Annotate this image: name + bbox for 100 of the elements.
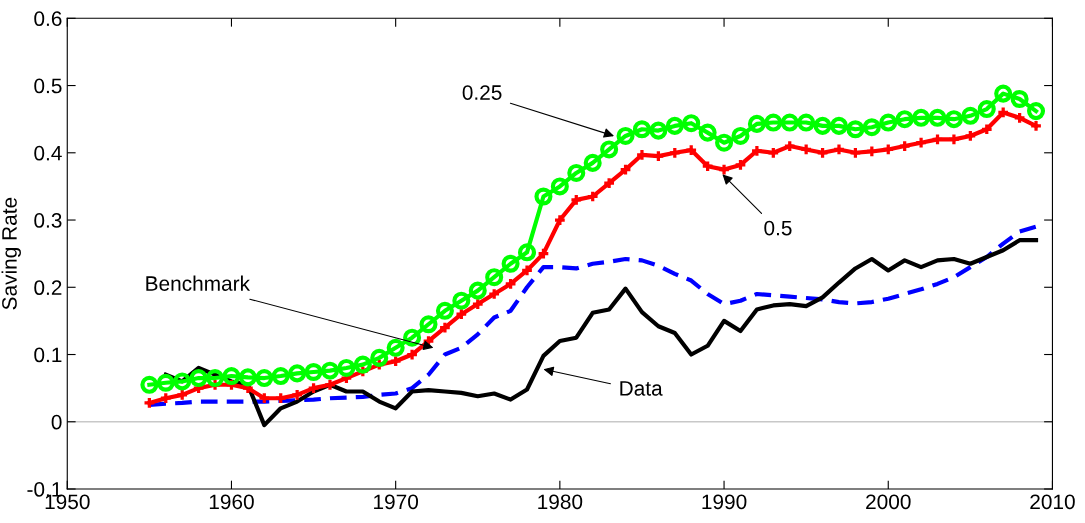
point: [407, 349, 417, 360]
point: [961, 106, 980, 125]
point: [719, 164, 729, 175]
point: [160, 393, 171, 404]
point: [686, 145, 697, 155]
point: [866, 146, 877, 157]
point: [899, 141, 910, 151]
point: [320, 361, 340, 380]
point: [271, 367, 290, 386]
point: [912, 108, 931, 127]
point: [698, 123, 717, 142]
point: [156, 373, 175, 392]
point: [403, 328, 422, 347]
point: [797, 113, 816, 132]
point: [813, 116, 832, 135]
point: [472, 299, 483, 309]
point: [780, 113, 799, 132]
point: [632, 120, 651, 139]
point: [637, 149, 647, 160]
point: [140, 375, 159, 394]
point: [784, 141, 795, 151]
point: [895, 110, 914, 129]
point: [288, 364, 307, 383]
point: [550, 177, 569, 196]
point: [468, 281, 487, 300]
point: [649, 121, 668, 140]
point: [275, 393, 286, 404]
point: [616, 126, 635, 146]
x-tick-label: 2000: [866, 494, 911, 510]
point: [850, 147, 861, 158]
point: [879, 113, 898, 132]
point: [764, 113, 783, 132]
point: [604, 178, 614, 188]
point: [862, 118, 881, 137]
x-tick-label: 1960: [209, 494, 254, 510]
point: [1010, 89, 1029, 109]
point: [653, 151, 664, 162]
point: [801, 144, 812, 155]
y-tick-label: 0.4: [34, 145, 62, 161]
point: [665, 116, 684, 135]
point: [669, 147, 680, 158]
y-tick-label: 0.2: [34, 280, 62, 296]
point: [259, 393, 270, 404]
point: [370, 348, 389, 367]
point: [932, 134, 943, 145]
point: [965, 131, 976, 141]
point: [456, 309, 467, 320]
point: [177, 390, 188, 400]
point: [173, 372, 192, 391]
point: [222, 367, 241, 386]
point: [522, 265, 532, 276]
point: [538, 248, 549, 259]
point: [682, 114, 701, 133]
y-tick-label: 0.5: [34, 78, 62, 94]
point: [353, 355, 372, 374]
point: [308, 383, 319, 393]
point: [834, 144, 844, 155]
point: [702, 161, 713, 172]
point: [501, 254, 520, 273]
point: [949, 134, 959, 145]
y-tick-label: 0: [51, 414, 62, 430]
point: [944, 110, 963, 129]
point: [768, 147, 779, 158]
point: [390, 356, 401, 367]
point: [534, 187, 553, 206]
point: [846, 120, 865, 139]
point: [752, 145, 762, 156]
point: [715, 133, 734, 152]
point: [600, 140, 619, 159]
point: [817, 147, 828, 158]
point: [829, 116, 849, 135]
point: [571, 195, 582, 205]
point: [916, 137, 926, 148]
point: [440, 322, 450, 333]
point: [337, 358, 356, 377]
annotation: Benchmark: [146, 275, 251, 291]
point: [998, 107, 1009, 118]
point: [883, 144, 894, 155]
point: [994, 84, 1013, 103]
point: [304, 362, 323, 382]
point: [517, 243, 537, 262]
x-tick-label: 1990: [702, 494, 747, 510]
point: [238, 368, 257, 387]
x-tick-label: 1970: [374, 494, 419, 510]
point: [1031, 121, 1041, 131]
point: [435, 301, 454, 320]
point: [292, 390, 303, 400]
point: [747, 114, 766, 133]
point: [735, 160, 746, 170]
point: [144, 398, 155, 408]
point: [928, 108, 947, 127]
point: [977, 100, 996, 119]
point: [386, 338, 405, 357]
point: [1027, 102, 1046, 121]
point: [255, 369, 274, 388]
point: [485, 268, 504, 287]
point: [325, 379, 335, 390]
point: [567, 163, 586, 182]
y-tick-label: 0.1: [34, 347, 62, 363]
point: [1014, 112, 1025, 123]
